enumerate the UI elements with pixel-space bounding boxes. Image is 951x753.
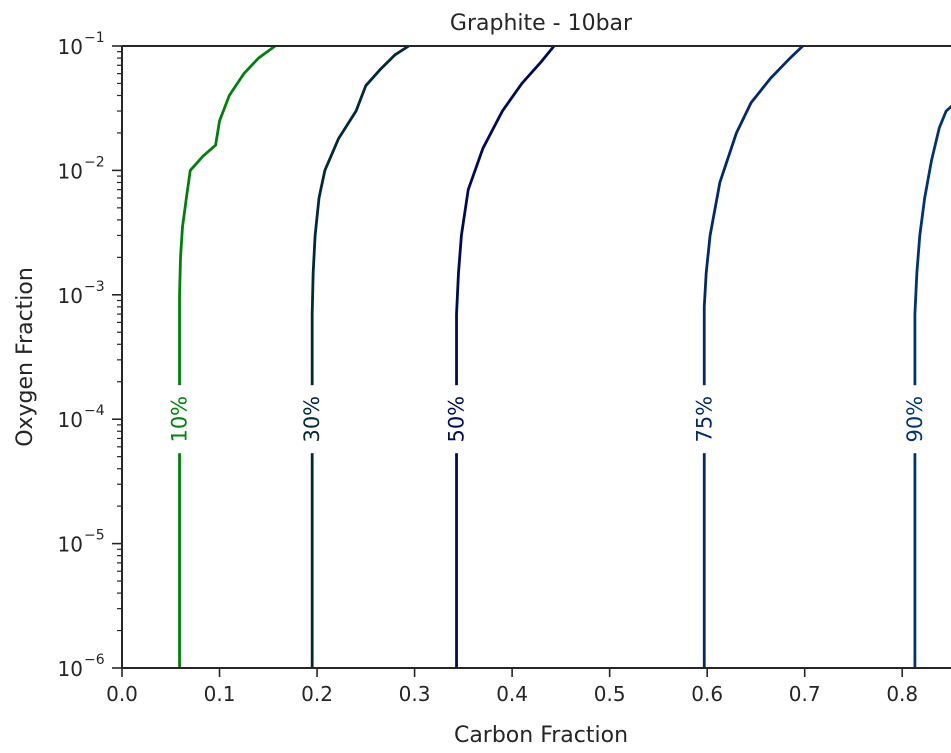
y-tick-label-3: 10 <box>58 284 83 308</box>
y-tick-exponent-4: −2 <box>84 154 105 170</box>
x-tick-label-8: 0.8 <box>886 682 918 706</box>
series-line-1 <box>310 46 410 668</box>
y-tick-exponent-5: −1 <box>84 30 105 46</box>
x-axis-label: Carbon Fraction <box>454 723 628 748</box>
y-tick-label-1: 10 <box>58 533 83 557</box>
y-tick-label-2: 10 <box>58 408 83 432</box>
y-tick-exponent-2: −4 <box>84 403 105 419</box>
x-tick-label-5: 0.5 <box>594 682 626 706</box>
series-label-gap-1 <box>298 385 327 454</box>
x-tick-label-7: 0.7 <box>789 682 821 706</box>
series-line-0 <box>178 46 276 668</box>
y-axis-label: Oxygen Fraction <box>13 267 38 447</box>
series-label-1: 30% <box>300 396 324 443</box>
x-tick-label-3: 0.3 <box>399 682 431 706</box>
x-tick-label-6: 0.6 <box>691 682 723 706</box>
series-label-3: 75% <box>692 396 716 443</box>
series-label-0: 10% <box>168 396 192 443</box>
x-tick-label-0: 0.0 <box>106 682 138 706</box>
series-line-3 <box>702 46 804 668</box>
y-tick-exponent-3: −3 <box>84 279 105 295</box>
series-label-4: 90% <box>903 396 927 443</box>
y-tick-exponent-0: −6 <box>84 652 105 668</box>
series-label-2: 50% <box>445 396 469 443</box>
series-line-4 <box>913 104 951 668</box>
y-tick-label-0: 10 <box>58 657 83 681</box>
x-tick-label-2: 0.2 <box>301 682 333 706</box>
series-label-gap-3 <box>690 385 719 454</box>
y-tick-label-4: 10 <box>58 159 83 183</box>
series-label-gap-4 <box>900 385 929 454</box>
x-tick-label-1: 0.1 <box>204 682 236 706</box>
series-label-gap-2 <box>442 385 471 454</box>
y-tick-exponent-1: −5 <box>84 528 105 544</box>
series-line-2 <box>455 46 556 668</box>
series-label-gap-0 <box>165 385 194 454</box>
y-tick-label-5: 10 <box>58 35 83 59</box>
x-tick-label-4: 0.4 <box>496 682 528 706</box>
chart-title: Graphite - 10bar <box>450 11 633 36</box>
